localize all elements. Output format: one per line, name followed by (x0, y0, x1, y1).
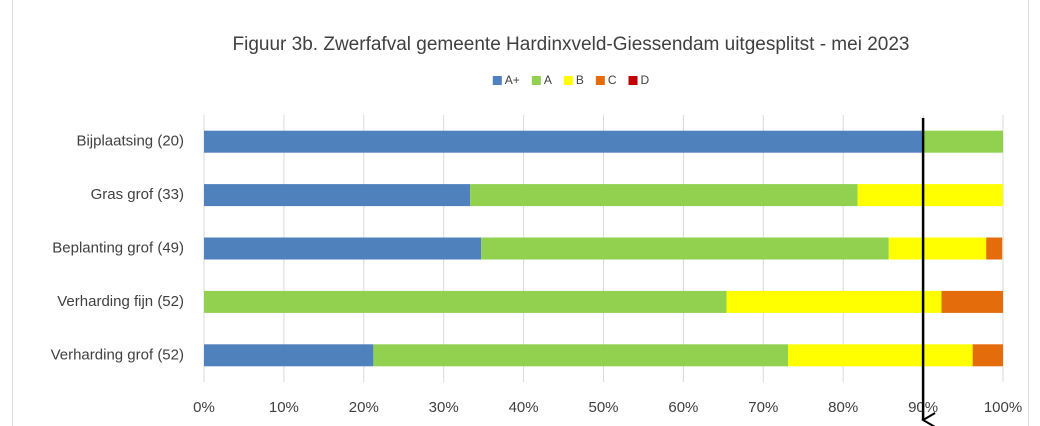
legend-label: D (641, 73, 650, 87)
y-tick-label: Bijplaatsing (20) (76, 133, 184, 150)
bar-segment (204, 290, 727, 313)
bar-segment (923, 130, 1003, 153)
legend-label: B (576, 73, 584, 87)
legend-swatch (492, 76, 502, 85)
x-tick-label: 60% (668, 399, 698, 416)
bar-segment (972, 344, 1003, 367)
bar-segment (204, 184, 471, 207)
bar-segment (204, 344, 374, 367)
legend-swatch (595, 76, 605, 85)
bar-segment (888, 237, 987, 260)
bar-segment (857, 184, 1003, 207)
bar-segment (204, 237, 482, 260)
bar-segment (373, 344, 789, 367)
x-tick-label: 10% (269, 399, 299, 416)
legend-swatch (563, 76, 573, 85)
legend-label: A (544, 73, 552, 87)
bar-segment (481, 237, 889, 260)
bar-segment (726, 290, 942, 313)
y-tick-label: Verharding grof (52) (51, 346, 184, 363)
bar-segment (941, 290, 1003, 313)
bar-segment (986, 237, 1003, 260)
legend-swatch (628, 76, 638, 85)
x-tick-label: 80% (828, 399, 858, 416)
y-tick-label: Verharding fijn (52) (57, 293, 184, 310)
x-tick-label: 70% (748, 399, 778, 416)
x-tick-label: 40% (509, 399, 539, 416)
x-tick-label: 50% (588, 399, 618, 416)
x-tick-label: 20% (349, 399, 379, 416)
x-tick-label: 100% (984, 399, 1022, 416)
legend-label: C (608, 73, 617, 87)
bar-segment (204, 130, 924, 153)
x-tick-label: 30% (429, 399, 459, 416)
legend-swatch (531, 76, 541, 85)
bar-segment (788, 344, 973, 367)
legend-label: A+ (505, 73, 520, 87)
y-tick-label: Beplanting grof (49) (52, 239, 184, 256)
chart-title: Figuur 3b. Zwerfafval gemeente Hardinxve… (233, 34, 910, 55)
bar-segment (470, 184, 858, 207)
y-tick-label: Gras grof (33) (91, 186, 184, 203)
x-tick-label: 0% (193, 399, 215, 416)
